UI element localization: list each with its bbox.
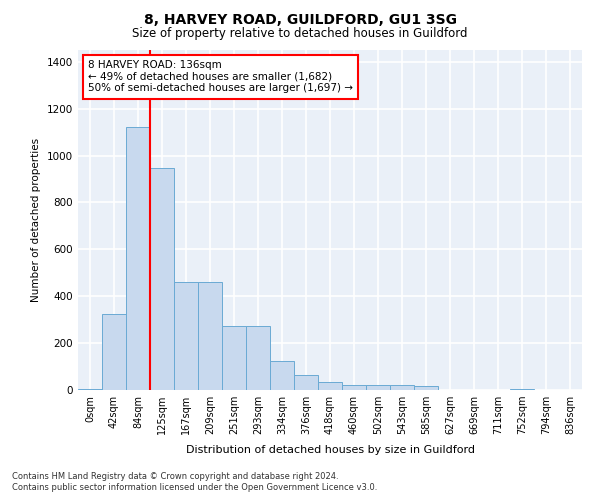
Bar: [270, 360, 294, 390]
Bar: [246, 326, 270, 390]
Bar: [78, 389, 102, 390]
Bar: [294, 375, 318, 390]
Bar: [222, 326, 246, 390]
Bar: [414, 386, 438, 390]
Text: Contains HM Land Registry data © Crown copyright and database right 2024.: Contains HM Land Registry data © Crown c…: [12, 472, 338, 481]
Text: Size of property relative to detached houses in Guildford: Size of property relative to detached ho…: [132, 28, 468, 40]
Bar: [102, 314, 126, 390]
Bar: [390, 386, 414, 390]
Bar: [174, 282, 198, 390]
Bar: [150, 168, 174, 390]
Bar: [510, 389, 534, 390]
Text: 8 HARVEY ROAD: 136sqm
← 49% of detached houses are smaller (1,682)
50% of semi-d: 8 HARVEY ROAD: 136sqm ← 49% of detached …: [88, 60, 353, 94]
Text: Contains public sector information licensed under the Open Government Licence v3: Contains public sector information licen…: [12, 484, 377, 492]
X-axis label: Distribution of detached houses by size in Guildford: Distribution of detached houses by size …: [185, 446, 475, 456]
Text: 8, HARVEY ROAD, GUILDFORD, GU1 3SG: 8, HARVEY ROAD, GUILDFORD, GU1 3SG: [143, 12, 457, 26]
Bar: [342, 386, 366, 390]
Bar: [126, 128, 150, 390]
Bar: [198, 282, 222, 390]
Y-axis label: Number of detached properties: Number of detached properties: [31, 138, 41, 302]
Bar: [318, 382, 342, 390]
Bar: [366, 386, 390, 390]
